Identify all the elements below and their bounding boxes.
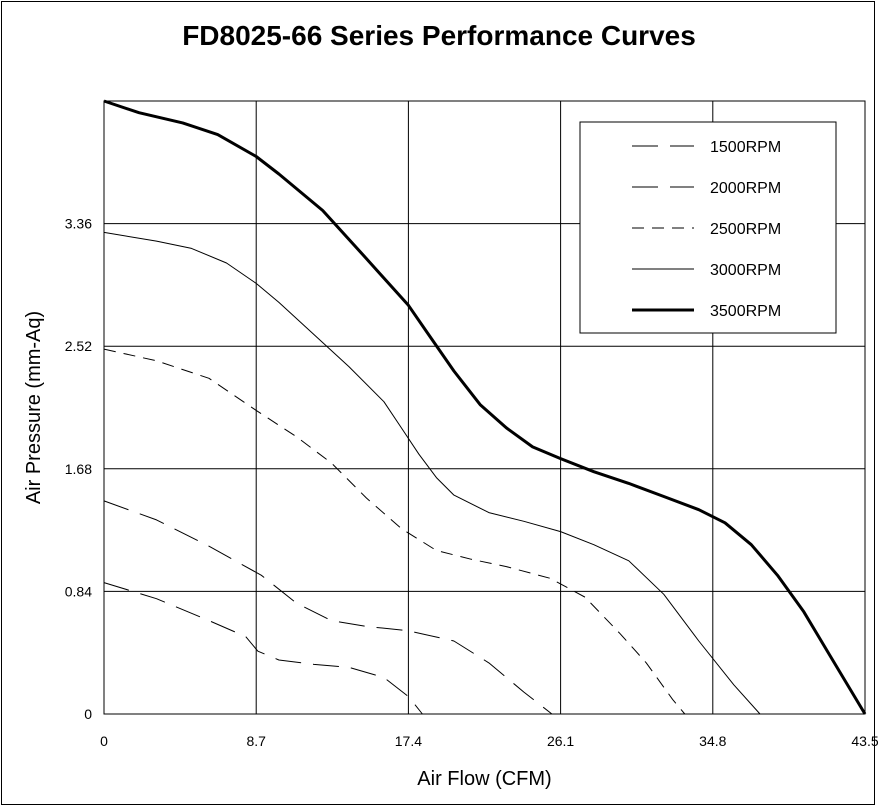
series-line-3500rpm [103, 99, 867, 715]
y-tick-label: 3.36 [65, 216, 92, 232]
x-axis-label: Air Flow (CFM) [417, 768, 551, 790]
series-layer [103, 99, 867, 715]
legend-label: 3000RPM [710, 262, 781, 279]
legend: 1500RPM 2000RPM 2500RPM 3000RPM 3500RPM [579, 121, 837, 334]
y-tick-label: 1.68 [65, 461, 92, 477]
legend-label: 2000RPM [710, 180, 781, 197]
x-tick-label: 0 [100, 733, 108, 749]
x-tick-label: 8.7 [246, 733, 266, 749]
series-line-1500rpm [103, 582, 423, 715]
legend-label: 2500RPM [710, 221, 781, 238]
y-tick-label: 0.84 [65, 583, 92, 599]
tick-labels: 0 8.7 17.4 26.1 34.8 43.5 0 0.84 1.68 2.52 3.36 [65, 216, 878, 749]
x-tick-label: 26.1 [547, 733, 574, 749]
y-axis-label: Air Pressure (mm-Aq) [23, 311, 45, 504]
series-line-3000rpm [103, 231, 761, 715]
y-tick-label: 0 [84, 706, 92, 722]
series-line-2500rpm [103, 348, 686, 715]
plot-area [103, 100, 866, 715]
x-tick-label: 43.5 [851, 733, 878, 749]
y-tick-label: 2.52 [65, 338, 92, 354]
legend-label: 3500RPM [710, 303, 781, 320]
series-line-2000rpm [103, 500, 553, 715]
chart-title: FD8025-66 Series Performance Curves [182, 20, 696, 51]
x-tick-label: 34.8 [699, 733, 726, 749]
legend-box [579, 121, 837, 334]
legend-label: 1500RPM [710, 139, 781, 156]
x-tick-label: 17.4 [395, 733, 422, 749]
